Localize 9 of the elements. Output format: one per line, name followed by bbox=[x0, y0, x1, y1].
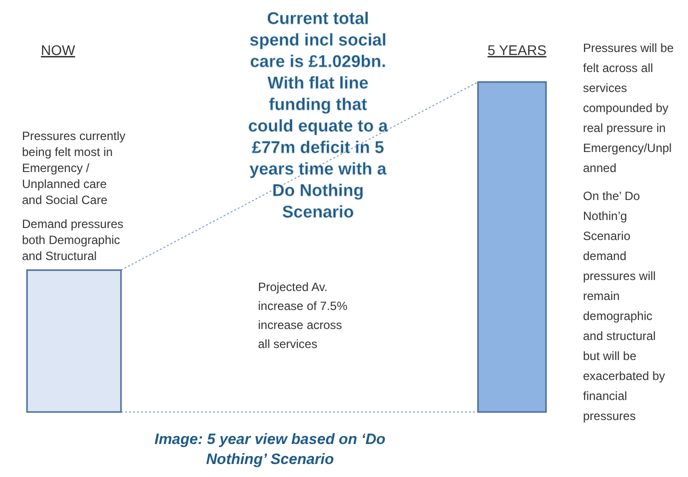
annotation: Pressures will be felt across all services compounded by real pressure in Emergency/Unpl anned bbox=[583, 41, 674, 175]
annotation: Demand pressures both Demographic and Structural bbox=[22, 217, 124, 263]
annotation: Pressures currently being felt most in Emergency / Unplanned care and Social Care bbox=[22, 129, 126, 207]
x-tick-label: NOW bbox=[40, 42, 76, 58]
text: On the’ Do Nothin’g Scenario demand pressures will remain demographic and structural but will be exacerbated by financial pressures bbox=[583, 189, 666, 423]
chart-title: Current total spend incl social care is £1.029bn. With flat line funding that could equate to a £77m deficit in 5 years time with a Do Nothing Scenario bbox=[248, 9, 388, 222]
text: Image: 5 year view based on ‘Do Nothing’ Scenario bbox=[154, 431, 386, 468]
x-tick-label: 5 YEARS bbox=[488, 42, 546, 58]
annotation: Projected Av. increase of 7.5% increase across all services bbox=[258, 280, 348, 351]
